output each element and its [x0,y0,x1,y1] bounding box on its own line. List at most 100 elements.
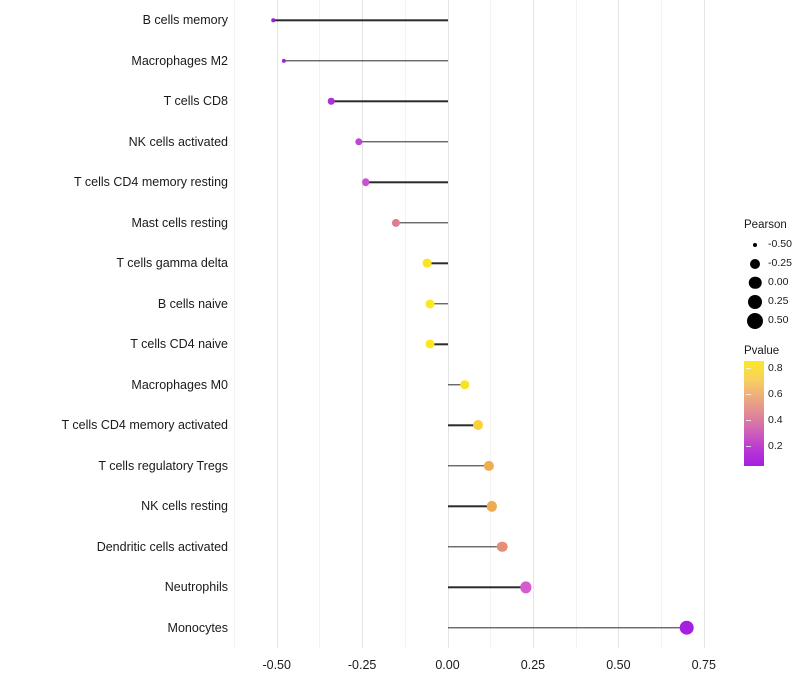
gridline-major [362,0,364,648]
pvalue-color-legend: Pvalue 0.8 0.6 0.4 0.2 [744,345,800,466]
gridline-minor [234,0,235,648]
pearson-legend-item: 0.00 [744,273,800,292]
y-axis-tick-label: T cells gamma delta [116,256,228,271]
x-axis-tick-label: 0.00 [435,658,460,672]
x-axis-tick-label: 0.50 [606,658,631,672]
pearson-legend-dot [750,258,760,269]
data-point[interactable] [361,178,370,187]
y-axis-tick-label: NK cells resting [141,499,228,514]
lollipop-stem [331,100,448,102]
y-axis-tick-label: T cells CD8 [163,94,228,109]
data-point[interactable] [679,620,694,636]
pearson-legend-items: -0.50 -0.25 0.00 0.25 0.50 [744,235,800,330]
pearson-legend-swatch-wrap [744,292,766,311]
pearson-legend-item: 0.25 [744,292,800,311]
data-point[interactable] [483,460,494,471]
pearson-legend-swatch-wrap [744,235,766,254]
data-point[interactable] [425,339,435,349]
data-point[interactable] [425,299,435,309]
lollipop-stem [365,181,448,183]
pearson-legend-label: 0.25 [768,295,789,307]
y-axis-labels: B cells memory Macrophages M2 T cells CD8 N… [0,0,229,660]
x-axis-tick-label: 0.75 [691,658,716,672]
lollipop-stem [430,343,448,345]
lollipop-stem [447,384,465,386]
lollipop-stem [447,546,503,548]
lollipop-stem [447,627,687,629]
pearson-legend-label: -0.25 [768,257,792,269]
pearson-legend-swatch-wrap [744,254,766,273]
lollipop-stem [447,424,479,426]
pvalue-colorbar-label: 0.4 [768,414,783,427]
x-axis: -0.50 -0.25 0.00 0.25 0.50 0.75 [234,648,726,688]
pvalue-colorbar-label: 0.8 [768,361,783,374]
pearson-legend-dot [753,242,757,247]
gridline-minor [661,0,663,648]
gridline-major [447,0,449,648]
data-point[interactable] [459,379,470,390]
pearson-legend-label: -0.50 [768,238,792,250]
pvalue-colorbar-tick [746,420,751,422]
y-axis-tick-label: NK cells activated [128,134,228,149]
data-point[interactable] [422,258,432,268]
y-axis-tick-label: Neutrophils [164,580,228,595]
pearson-legend-item: 0.50 [744,311,800,330]
y-axis-tick-label: Macrophages M0 [131,377,228,392]
gridline-major [618,0,620,648]
data-point[interactable] [496,541,508,553]
x-axis-tick-label: 0.25 [520,658,546,672]
pearson-legend-swatch-wrap [744,311,766,330]
pvalue-colorbar-tick [746,367,751,369]
lollipop-stem [358,141,448,143]
pvalue-colorbar-wrap: 0.8 0.6 0.4 0.2 [744,361,798,466]
pearson-legend-item: -0.50 [744,235,800,254]
pearson-legend-swatch-wrap [744,273,766,292]
lollipop-stem [430,303,448,305]
data-point[interactable] [392,218,401,227]
data-point[interactable] [328,97,335,105]
lollipop-stem [427,262,448,264]
pearson-legend-dot [748,276,762,289]
data-point[interactable] [486,501,498,512]
y-axis-tick-label: B cells memory [142,13,228,28]
gridline-minor [319,0,321,648]
x-axis-tick-label: -0.50 [262,658,291,672]
gridline-major [703,0,705,648]
gridline-major [532,0,534,648]
data-point[interactable] [281,58,286,63]
data-point[interactable] [355,138,363,146]
lollipop-stem [283,60,448,62]
data-point[interactable] [271,18,276,22]
gridline-minor [404,0,406,648]
data-point[interactable] [520,581,532,593]
y-axis-tick-label: Monocytes [167,620,228,635]
gridline-minor [575,0,577,648]
pvalue-colorbar [744,361,764,466]
y-axis-tick-label: Dendritic cells activated [96,539,228,554]
plot-panel [234,0,726,648]
lollipop-stem [447,465,489,467]
y-axis-tick-label: T cells CD4 memory activated [61,418,229,433]
pvalue-colorbar-label: 0.2 [768,440,783,453]
lollipop-stem [273,19,448,21]
gridline-minor [490,0,492,648]
y-axis-tick-label: B cells naive [157,296,228,311]
pvalue-colorbar-tick [746,446,751,448]
pearson-legend-label: 0.50 [768,314,789,326]
pearson-legend-title: Pearson [744,219,787,231]
pearson-size-legend: Pearson -0.50 -0.25 0.00 0.25 0.50 [744,219,800,330]
gridline-major [276,0,278,648]
pearson-legend-dot [747,312,763,329]
y-axis-tick-label: Mast cells resting [131,215,228,230]
data-point[interactable] [473,420,484,431]
pvalue-colorbar-label: 0.6 [768,387,783,400]
y-axis-tick-label: T cells CD4 naive [130,337,228,352]
y-axis-tick-label: T cells CD4 memory resting [74,175,228,190]
y-axis-tick-label: T cells regulatory Tregs [98,458,228,473]
pvalue-colorbar-tick [746,393,751,395]
lollipop-stem [447,505,492,507]
y-axis-tick-label: Macrophages M2 [131,53,228,68]
pvalue-legend-title: Pvalue [744,345,780,357]
pearson-legend-item: -0.25 [744,254,800,273]
